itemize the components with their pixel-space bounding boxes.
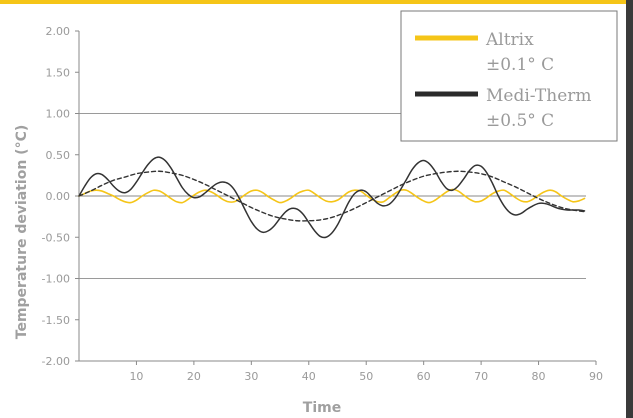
x-tick-label-5: 60: [417, 370, 431, 383]
legend-label-meditherm-tolerance: ±0.5° C: [486, 111, 554, 131]
x-axis-title: Time: [303, 400, 341, 416]
y-tick-label-6: -1.00: [42, 273, 70, 286]
series-lines: [78, 156, 586, 239]
series-line-altrix: [78, 188, 586, 204]
legend-box: [400, 10, 618, 142]
legend-label-altrix: Altrix: [485, 30, 534, 50]
top-accent-bar: [0, 0, 633, 4]
right-edge-bar: [626, 0, 633, 418]
y-tick-label-2: 1.00: [46, 108, 71, 121]
legend-label-altrix-tolerance: ±0.1° C: [486, 55, 554, 75]
x-tick-label-4: 50: [359, 370, 373, 383]
x-tick-label-3: 40: [302, 370, 316, 383]
y-axis-title: Temperature deviation (°C): [14, 125, 30, 339]
y-tick-label-3: 0.50: [46, 149, 71, 162]
x-tick-label-7: 80: [532, 370, 546, 383]
y-tick-label-7: -1.50: [42, 314, 70, 327]
x-tick-label-1: 20: [187, 370, 201, 383]
y-tick-label-0: 2.00: [46, 25, 71, 38]
y-tick-label-8: -2.00: [42, 355, 70, 368]
x-tick-label-8: 90: [589, 370, 603, 383]
x-tick-labels: 10 20 30 40 50 60 70 80 90: [129, 370, 603, 383]
y-tick-labels: 2.00 1.50 1.00 0.50 0.00 -0.50 -1.00 -1.50 -2.00: [42, 25, 70, 368]
series-line-meditherm: [78, 156, 586, 239]
x-tick-label-0: 10: [129, 370, 143, 383]
x-tick-label-2: 30: [244, 370, 258, 383]
y-tick-label-1: 1.50: [46, 66, 71, 79]
y-tick-label-5: -0.50: [42, 231, 70, 244]
x-tick-label-6: 70: [474, 370, 488, 383]
legend-label-meditherm: Medi-Therm: [486, 86, 592, 106]
legend: Altrix ±0.1° C Medi-Therm ±0.5° C: [400, 10, 618, 142]
y-tick-label-4: 0.00: [46, 190, 71, 203]
series-line-trend-dashed: [78, 170, 586, 222]
